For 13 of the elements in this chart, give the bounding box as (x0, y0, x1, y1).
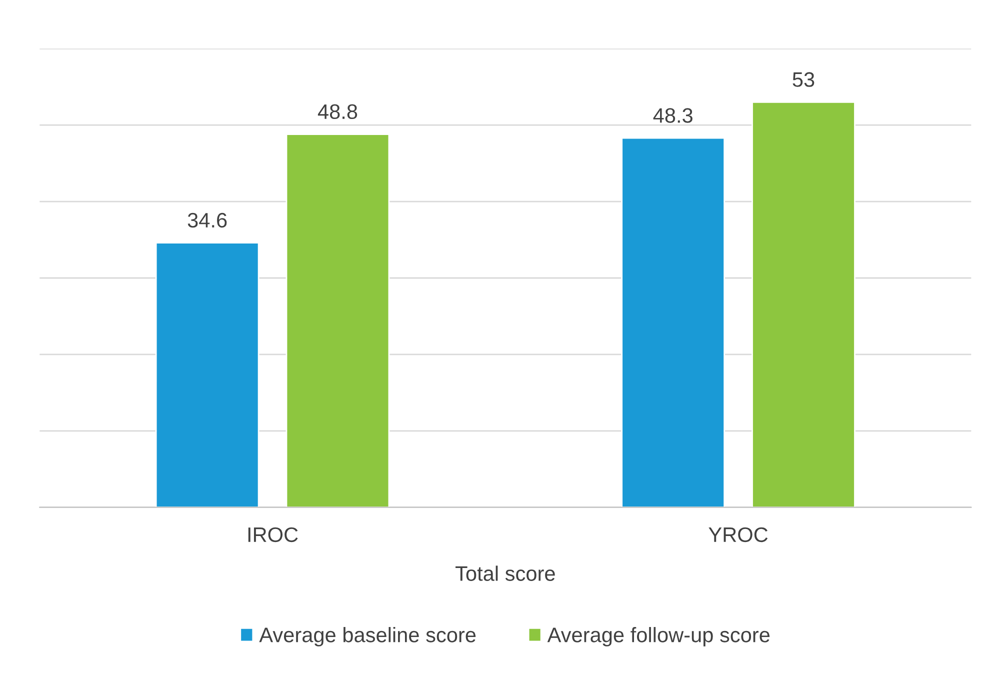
legend-label: Average follow-up score (547, 627, 770, 646)
bar (286, 134, 390, 508)
bar (752, 101, 856, 508)
x-axis-title: Total score (456, 566, 555, 581)
data-label: 48.8 (318, 104, 358, 120)
data-label: 34.6 (188, 212, 227, 228)
x-tick-label: YROC (708, 527, 768, 542)
bar (621, 137, 726, 508)
x-tick-label: IROC (248, 527, 298, 542)
data-label: 48.3 (653, 108, 692, 123)
legend-label: Average baseline score (259, 627, 476, 646)
data-label: 53 (792, 72, 814, 87)
bar (155, 242, 260, 508)
